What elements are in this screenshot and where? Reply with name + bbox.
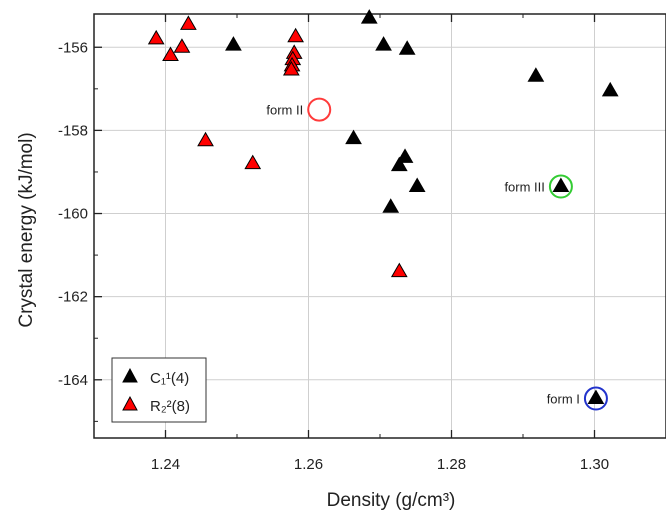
- x-tick-label: 1.26: [294, 456, 323, 473]
- point-c11-4: [375, 36, 392, 51]
- legend-box: [111, 357, 207, 423]
- point-r22-8: [282, 61, 300, 76]
- legend-label-r22-8: R₂²(8): [150, 398, 190, 415]
- x-axis-title: Density (g/cm³): [327, 490, 456, 511]
- legend-label-c11-4: C₁¹(4): [150, 370, 189, 387]
- point-r22-8: [390, 262, 408, 278]
- x-axis-title-main: Density (g/cm³): [327, 490, 456, 511]
- y-tick-label: -164: [58, 372, 88, 389]
- point-c11-4: [601, 81, 619, 97]
- x-tick-label: 1.30: [580, 456, 609, 473]
- point-r22-8: [162, 46, 179, 62]
- point-r22-8: [173, 38, 191, 53]
- point-c11-4: [225, 36, 242, 51]
- point-r22-8: [147, 29, 165, 45]
- y-tick-label: -158: [58, 122, 88, 139]
- point-c11-4: [398, 40, 416, 55]
- annotation-label: form II: [266, 103, 303, 118]
- point-r22-8: [180, 15, 197, 30]
- legend-marker-r22-8: [122, 395, 138, 411]
- y-tick-label: -160: [58, 206, 88, 223]
- legend-marker-c11-4: [122, 367, 138, 383]
- annotations: form II form III form I: [266, 97, 608, 411]
- annotation-circle: [548, 174, 573, 199]
- point-r22-8: [287, 27, 304, 43]
- point-c11-4: [382, 198, 400, 213]
- y-tick-label: -162: [58, 289, 88, 306]
- point-c11-4: [408, 177, 426, 192]
- y-axis-title: Crystal energy (kJ/mol): [16, 132, 37, 327]
- data-points: [147, 9, 619, 404]
- point-c11-4: [587, 389, 605, 404]
- point-c11-4: [345, 129, 362, 145]
- x-tick-label: 1.24: [151, 456, 180, 473]
- annotation-label: form I: [547, 392, 580, 407]
- ticks: 1.24 1.26 1.28 1.30 -156 -158 -160 -162 -164: [58, 14, 666, 473]
- point-c11-4: [527, 67, 545, 82]
- y-tick-label: -156: [58, 39, 88, 56]
- point-r22-8: [244, 154, 262, 170]
- annotation-circle: [583, 386, 608, 411]
- point-c11-4: [552, 177, 570, 192]
- point-c11-4: [396, 148, 414, 163]
- x-tick-label: 1.28: [437, 456, 466, 473]
- annotation-label: form III: [504, 180, 544, 195]
- point-c11-4: [390, 156, 408, 172]
- legend: C₁¹(4) R₂²(8): [111, 357, 207, 423]
- point-r22-8: [197, 131, 214, 147]
- point-c11-4: [360, 9, 378, 24]
- annotation-circle: [307, 97, 332, 122]
